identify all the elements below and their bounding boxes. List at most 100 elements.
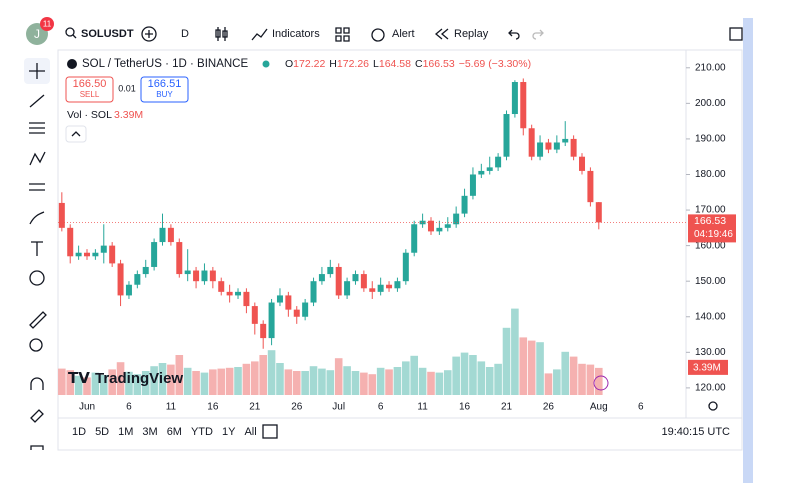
indicators[interactable]: Indicators: [272, 28, 320, 40]
pattern-tool[interactable]: [29, 151, 46, 166]
alert-icon[interactable]: [371, 28, 385, 42]
magnet-tool[interactable]: [30, 377, 44, 390]
undo[interactable]: [508, 29, 520, 40]
x-tick-label: 26: [543, 402, 555, 413]
volume-bar: [66, 370, 75, 395]
volume-bar: [284, 369, 293, 395]
badge-count: 11: [43, 20, 52, 29]
volume-bar: [594, 367, 603, 395]
candle-body: [92, 252, 99, 257]
measure-tool[interactable]: [29, 311, 47, 329]
range-button[interactable]: All: [244, 426, 256, 438]
layouts[interactable]: [335, 27, 350, 42]
candle-body: [293, 309, 300, 317]
candle-body: [327, 266, 334, 275]
settings[interactable]: [708, 401, 718, 411]
sell-label: SELL: [80, 90, 100, 99]
volume-bar: [150, 366, 158, 395]
alert[interactable]: Alert: [392, 28, 415, 40]
forecast-tool[interactable]: [29, 183, 45, 191]
volume-bar: [511, 308, 519, 395]
volume-bar: [309, 366, 318, 395]
legend-open: 172.22: [293, 58, 325, 70]
volume-bar: [443, 370, 452, 395]
buy-button[interactable]: [140, 76, 189, 103]
countdown: 04:19:46: [694, 229, 733, 240]
fib-tool[interactable]: [29, 122, 45, 134]
lightning[interactable]: [593, 375, 609, 391]
candle-body: [444, 224, 451, 228]
candle-body: [587, 170, 594, 203]
volume-bar: [217, 368, 226, 395]
candle-body: [595, 202, 602, 223]
range-button[interactable]: 3M: [142, 426, 157, 438]
replay-icon[interactable]: [434, 28, 449, 40]
range-button[interactable]: 1M: [118, 426, 133, 438]
scroll-strip: [743, 18, 753, 483]
last-price: 166.53: [694, 215, 726, 227]
indicators-icon[interactable]: [251, 28, 268, 41]
range-button[interactable]: 1Y: [222, 426, 236, 438]
y-tick-label: 180.00: [695, 169, 726, 180]
emoji-tool[interactable]: [29, 270, 45, 286]
volume-bar: [502, 327, 511, 395]
collapse-button[interactable]: [65, 125, 87, 143]
zoom-tool[interactable]: [29, 338, 43, 352]
legend-high: 172.26: [337, 58, 369, 70]
replay[interactable]: Replay: [454, 28, 489, 40]
range-button[interactable]: YTD: [191, 426, 213, 438]
market-status: [262, 60, 270, 68]
search-icon[interactable]: [65, 27, 75, 37]
volume-bar: [376, 367, 385, 395]
candle-body: [427, 220, 434, 232]
sell-button[interactable]: [65, 76, 114, 103]
candle-body: [520, 82, 527, 129]
candle-body: [545, 142, 552, 150]
volume-bar: [259, 355, 267, 395]
range-button[interactable]: 6M: [167, 426, 182, 438]
trash-tool[interactable]: [30, 445, 44, 450]
candle-body: [251, 306, 258, 324]
volume-bar: [301, 371, 309, 395]
volume-bar: [402, 361, 410, 395]
volume-bar: [360, 372, 368, 395]
trend-line-tool[interactable]: [29, 94, 45, 108]
volume-bar: [435, 372, 444, 395]
volume-bar: [452, 356, 460, 395]
volume-bar: [234, 367, 242, 395]
range-button[interactable]: 1D: [72, 426, 86, 438]
candle-body: [235, 291, 242, 296]
redo[interactable]: [532, 29, 544, 40]
text-tool[interactable]: [31, 241, 43, 256]
last-price-box: [688, 214, 736, 243]
add-symbol[interactable]: [141, 26, 157, 42]
legend-key: L: [373, 58, 379, 70]
lock-tool[interactable]: [30, 409, 44, 423]
candle-body: [243, 291, 250, 307]
x-tick-label: 6: [126, 402, 132, 413]
interval[interactable]: D: [181, 28, 189, 40]
clock: 19:40:15 UTC: [662, 426, 731, 438]
chart-type[interactable]: [215, 27, 228, 41]
candle-body: [134, 274, 141, 285]
candle-body: [352, 274, 359, 282]
candle-body: [218, 281, 225, 292]
date-range-icon[interactable]: [262, 424, 278, 439]
candle-body: [394, 281, 401, 289]
logo-mark: 𝗧𝗩: [68, 370, 90, 387]
fullscreen[interactable]: [729, 27, 743, 41]
candle-body: [369, 288, 376, 292]
logo: TradingView: [95, 370, 183, 387]
symbol[interactable]: SOLUSDT: [81, 28, 134, 40]
volume-bar: [569, 356, 578, 395]
brush-tool[interactable]: [29, 211, 45, 225]
volume-bar: [385, 369, 393, 395]
volume-bar: [578, 363, 586, 395]
volume-bar: [192, 371, 200, 395]
range-button[interactable]: 5D: [95, 426, 109, 438]
volume-bar: [242, 363, 251, 395]
candle-body: [537, 142, 544, 157]
volume-bar: [74, 375, 83, 395]
legend-key: C: [415, 58, 423, 70]
